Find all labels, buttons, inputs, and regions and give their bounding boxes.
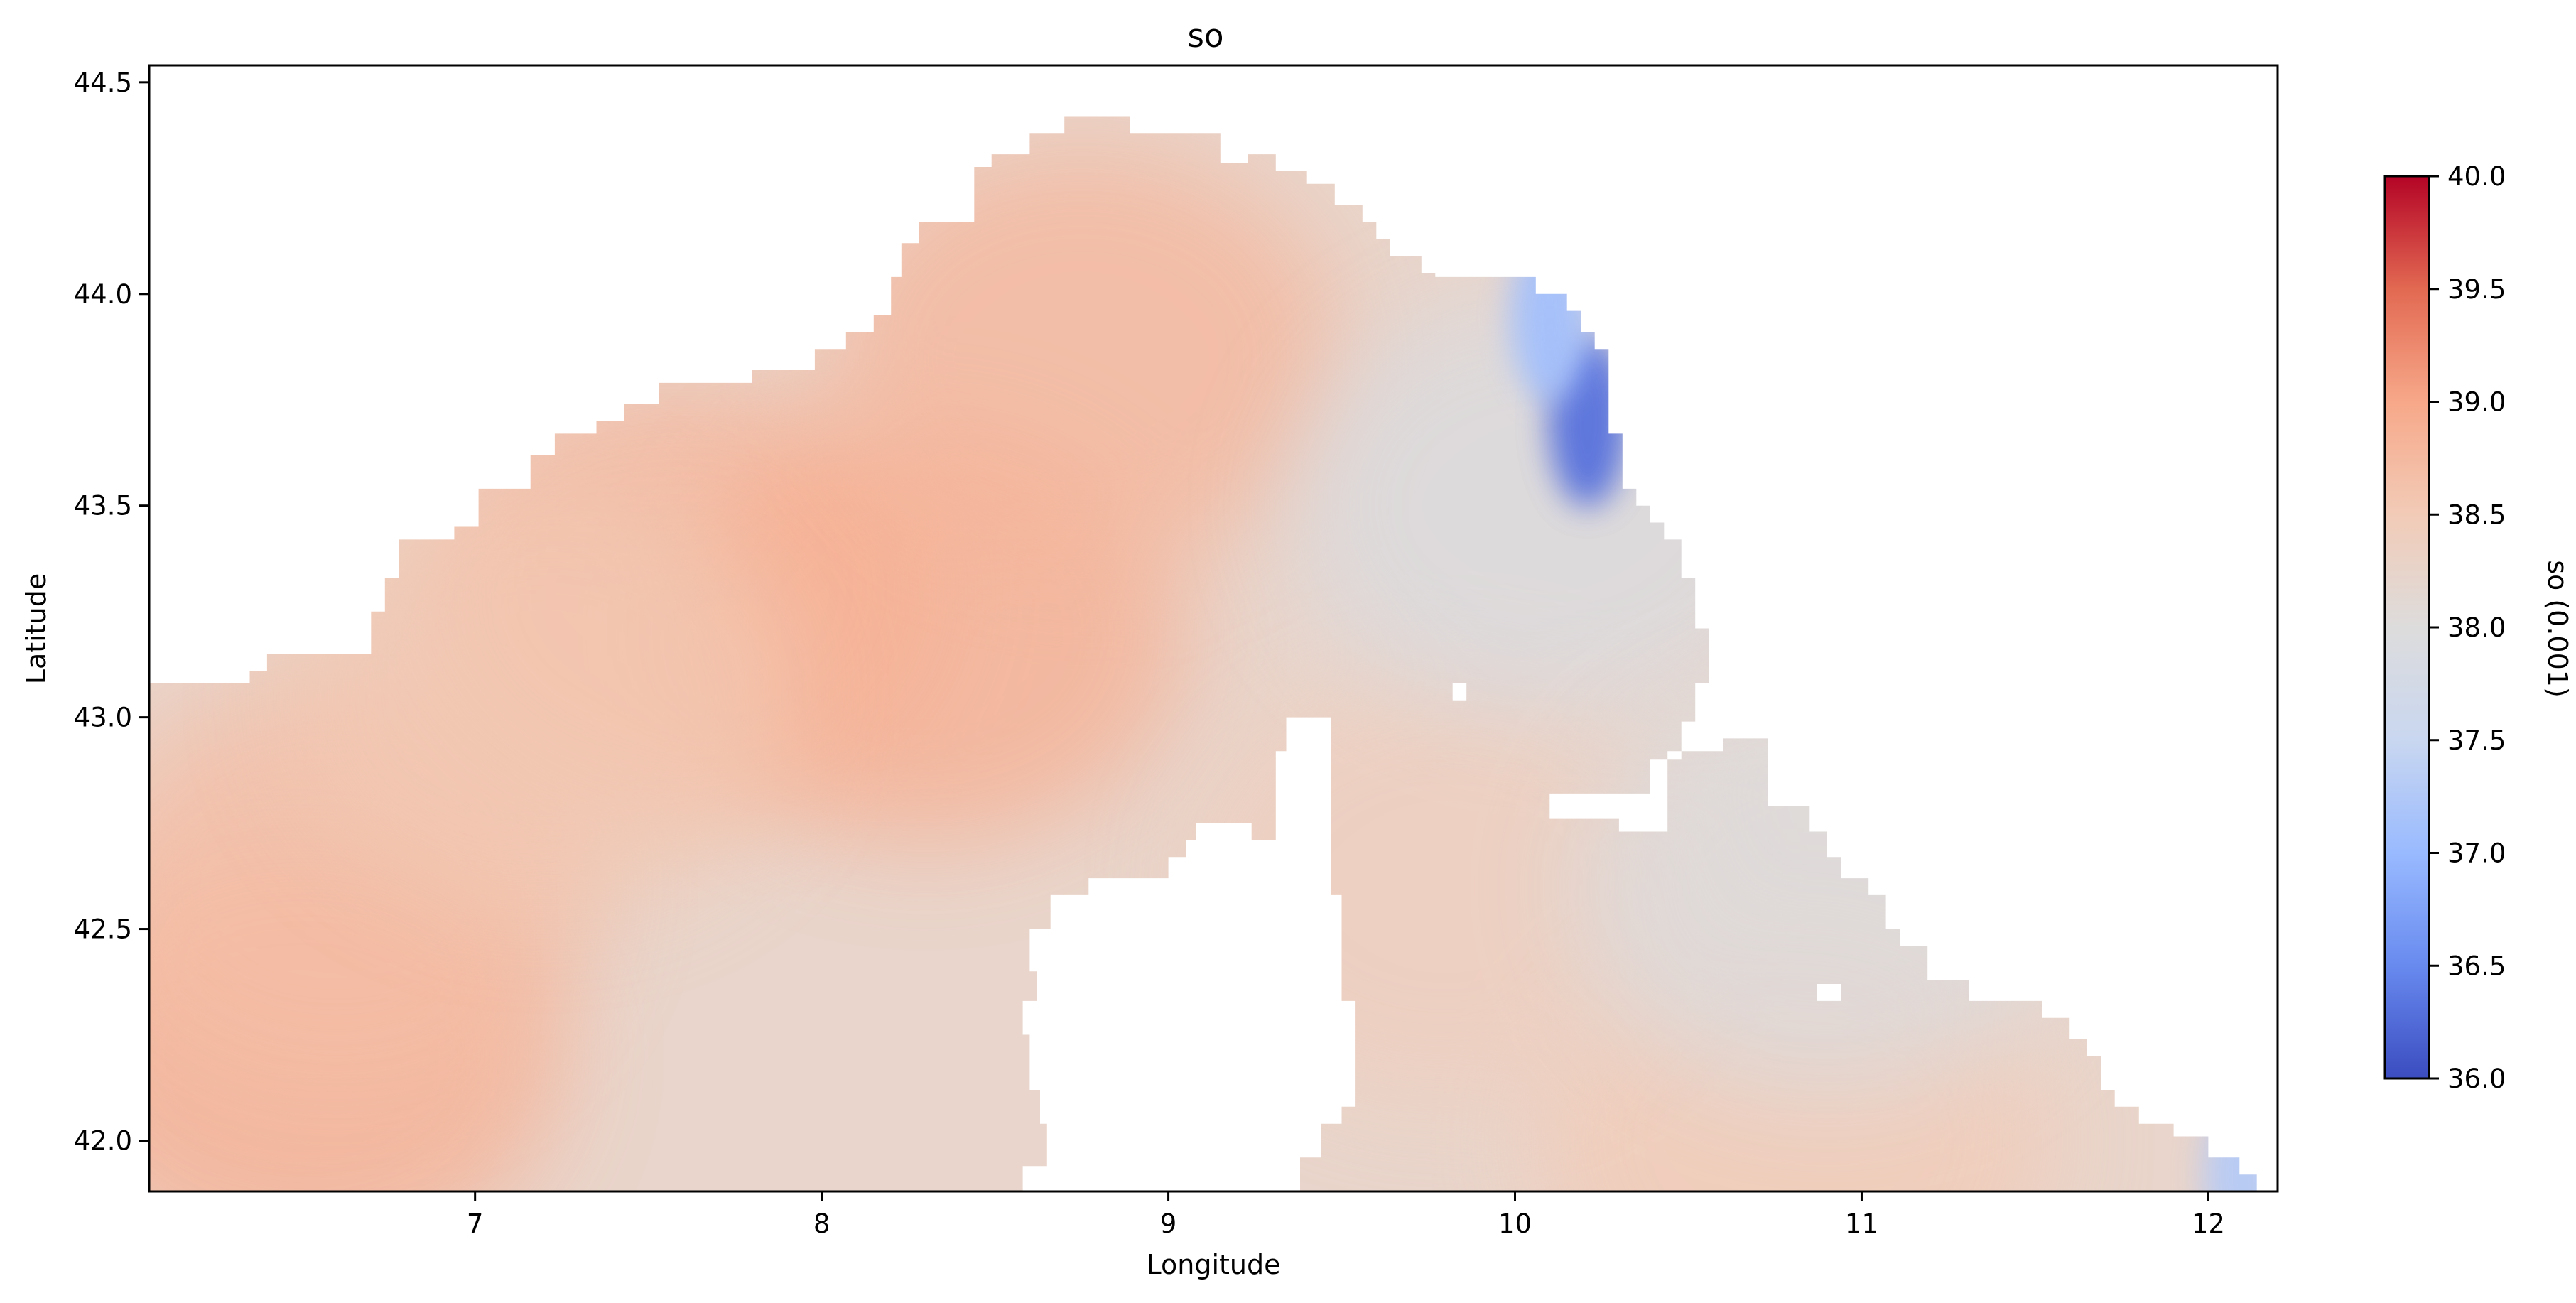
colorbar: 36.0 36.5 37.0 37.5 38.0 38.5 39.0 39.5 40.0 so … (2383, 161, 2573, 1094)
colorbar-label: so (0.001) (2542, 560, 2573, 698)
y-tick-label: 44.0 (74, 279, 132, 310)
colorbar-tick-label: 37.5 (2447, 725, 2506, 756)
y-axis: 42.0 42.5 43.0 43.5 44.0 44.5 (74, 67, 149, 1156)
chart-title: so (1188, 17, 1224, 55)
y-tick-label: 42.0 (74, 1125, 132, 1156)
y-axis-label: Latitude (21, 573, 52, 684)
salinity-feature (1187, 676, 1704, 1098)
salinity-feature (1569, 676, 2085, 1098)
y-tick-label: 43.0 (74, 703, 132, 733)
colorbar-tick-label: 36.0 (2447, 1064, 2506, 1094)
colorbar-tick-label: 40.0 (2447, 161, 2506, 192)
colorbar-tick-label: 38.5 (2447, 499, 2506, 530)
colorbar-tick-label: 38.0 (2447, 612, 2506, 643)
salinity-feature (823, 146, 1340, 569)
x-axis: 7 8 9 10 11 12 (467, 1191, 2225, 1239)
salinity-feature (1292, 294, 1808, 717)
x-tick-label: 7 (467, 1209, 484, 1239)
colorbar-tick-label: 37.0 (2447, 838, 2506, 869)
salinity-field (149, 65, 2278, 1191)
coastal-salinity-blobs (1510, 229, 2278, 1191)
y-tick-label: 44.5 (74, 67, 132, 98)
colorbar-tick-label: 39.0 (2447, 387, 2506, 418)
x-tick-label: 9 (1160, 1209, 1177, 1239)
x-tick-label: 10 (1498, 1209, 1532, 1239)
plot-area (148, 64, 2279, 1193)
y-tick-label: 42.5 (74, 914, 132, 945)
salinity-blobs (149, 146, 2085, 1191)
x-tick-label: 12 (2192, 1209, 2225, 1239)
colorbar-tick-label: 36.5 (2447, 951, 2506, 981)
salinity-feature (2204, 1088, 2278, 1191)
salinity-feature (1510, 229, 1589, 401)
x-axis-label: Longitude (1147, 1249, 1281, 1280)
colorbar-fill (2385, 176, 2429, 1078)
colorbar-tick-label: 39.5 (2447, 274, 2506, 305)
salinity-feature (286, 485, 803, 907)
x-tick-label: 8 (813, 1209, 830, 1239)
colorbar-ticks: 36.0 36.5 37.0 37.5 38.0 38.5 39.0 39.5 40.0 (2429, 161, 2506, 1094)
x-tick-label: 11 (1845, 1209, 1878, 1239)
plot-frame (148, 64, 2279, 1193)
y-tick-label: 43.5 (74, 491, 132, 521)
